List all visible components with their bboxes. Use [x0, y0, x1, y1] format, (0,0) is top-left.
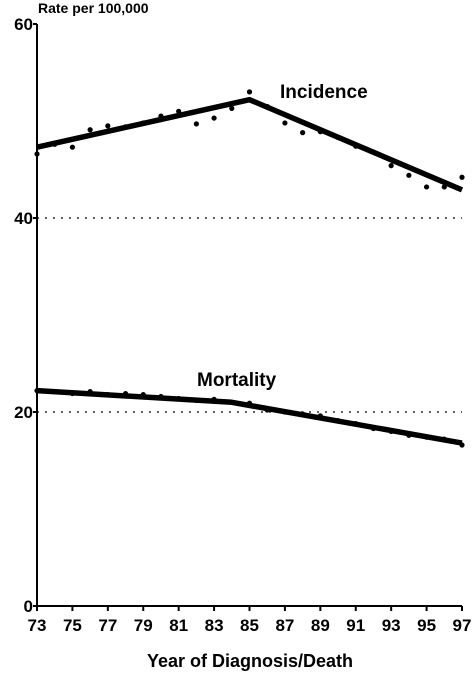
incidence-data-point — [87, 127, 93, 133]
mortality-data-point — [246, 400, 253, 406]
mortality-data-point — [406, 432, 412, 438]
mortality-data-point — [335, 418, 341, 424]
mortality-data-point — [353, 421, 359, 427]
incidence-data-point — [105, 123, 111, 129]
incidence-data-point — [246, 89, 253, 95]
mortality-data-point — [370, 425, 377, 432]
incidence-data-point — [282, 120, 288, 126]
incidence-data-point — [441, 184, 447, 190]
mortality-data-point — [122, 390, 129, 397]
incidence-data-point — [211, 115, 217, 121]
y-ticks: 0 20 40 60 — [14, 15, 37, 616]
incidence-data-point — [176, 108, 182, 114]
y-tick-label: 40 — [14, 209, 33, 228]
series-mortality — [34, 387, 465, 448]
x-ticks: 73 75 77 79 81 83 85 87 89 91 93 95 97 — [28, 606, 472, 635]
mortality-data-point — [158, 393, 164, 400]
mortality-data-point — [300, 411, 306, 417]
series-incidence — [34, 89, 465, 193]
mortality-data-point — [388, 428, 394, 434]
mortality-data-point — [423, 434, 430, 440]
mortality-data-point — [52, 389, 58, 395]
incidence-data-point — [353, 143, 359, 149]
mortality-data-point — [229, 399, 235, 405]
x-tick-label: 87 — [275, 616, 294, 635]
y-axis-label: Rate per 100,000 — [38, 0, 149, 16]
x-tick-label: 75 — [63, 616, 82, 635]
x-tick-label: 81 — [169, 616, 188, 635]
incidence-data-point — [459, 174, 465, 180]
x-tick-label: 85 — [240, 616, 259, 635]
incidence-data-point — [335, 134, 341, 141]
series-label-incidence: Incidence — [280, 82, 368, 103]
mortality-trend-line — [36, 387, 463, 446]
x-tick-label: 73 — [28, 616, 47, 635]
incidence-data-point — [69, 144, 76, 150]
x-tick-label: 83 — [205, 616, 224, 635]
y-tick-label: 60 — [14, 15, 33, 34]
incidence-data-point — [388, 163, 394, 169]
mortality-data-point — [105, 391, 111, 398]
mortality-data-point — [176, 395, 182, 402]
mortality-data-point — [282, 409, 288, 415]
incidence-trend-line — [36, 96, 464, 193]
incidence-data-point — [193, 121, 199, 127]
y-tick-label: 0 — [24, 597, 33, 616]
incidence-data-point — [406, 172, 412, 178]
x-tick-label: 77 — [98, 616, 117, 635]
mortality-data-point — [441, 436, 447, 442]
series-group — [34, 89, 465, 448]
x-tick-label: 79 — [134, 616, 153, 635]
series-label-mortality: Mortality — [197, 370, 277, 391]
incidence-data-point — [229, 105, 235, 111]
x-tick-label: 97 — [453, 616, 472, 635]
incidence-data-point — [140, 120, 146, 126]
incidence-data-point — [370, 149, 377, 155]
mortality-data-point — [459, 442, 465, 448]
mortality-data-point — [264, 407, 270, 413]
x-tick-label: 93 — [382, 616, 401, 635]
mortality-data-point — [211, 396, 217, 402]
incidence-data-point — [317, 129, 323, 135]
mortality-data-point — [69, 390, 76, 397]
x-tick-label: 91 — [346, 616, 365, 635]
incidence-data-point — [300, 130, 306, 136]
mortality-data-point — [193, 397, 199, 403]
incidence-data-point — [158, 113, 164, 119]
x-tick-label: 95 — [417, 616, 436, 635]
y-tick-label: 20 — [14, 403, 33, 422]
incidence-data-point — [122, 124, 129, 130]
x-axis-label: Year of Diagnosis/Death — [147, 651, 353, 671]
incidence-data-point — [423, 184, 430, 190]
mortality-data-point — [140, 391, 146, 398]
incidence-data-point — [52, 141, 58, 147]
mortality-data-point — [87, 389, 93, 395]
mortality-data-point — [317, 413, 323, 419]
x-tick-label: 89 — [311, 616, 330, 635]
incidence-data-point — [264, 103, 270, 110]
